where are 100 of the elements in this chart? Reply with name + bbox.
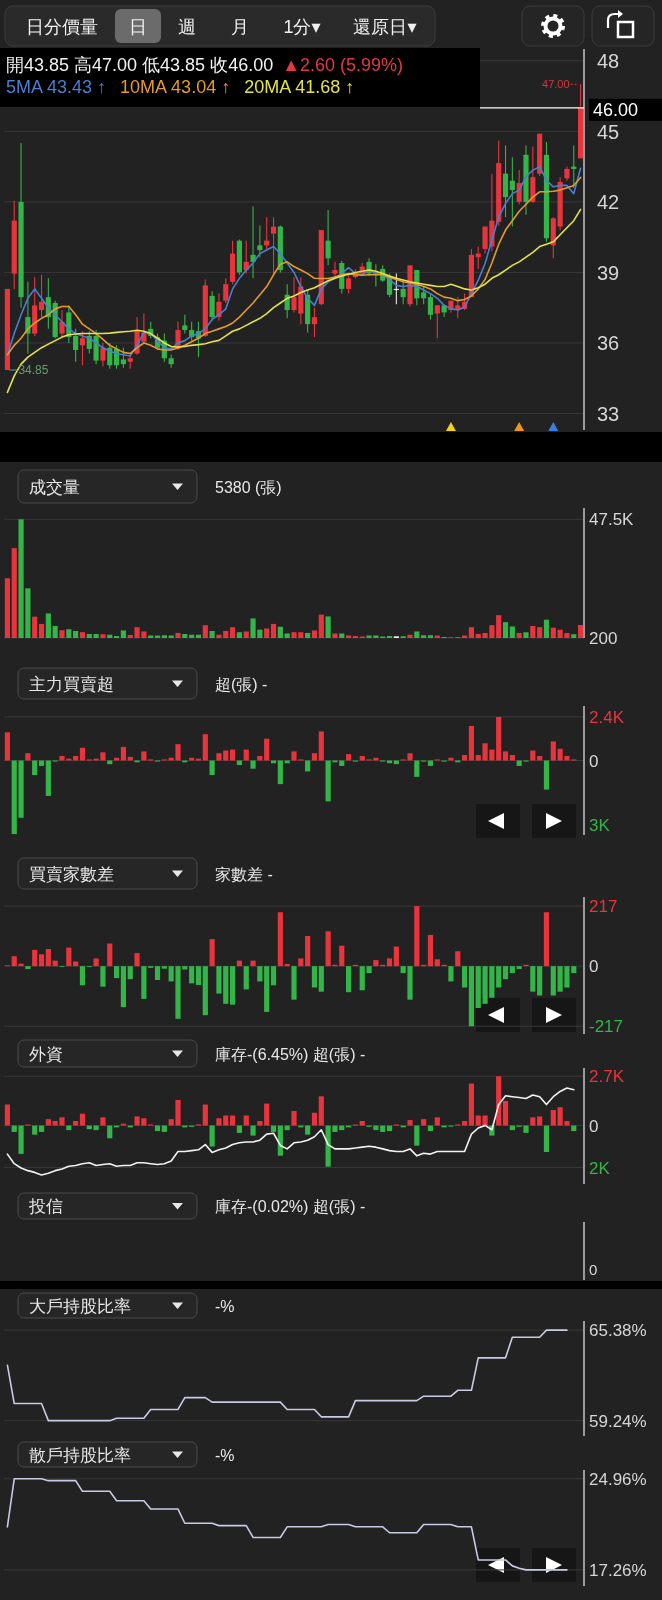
bar xyxy=(154,635,161,638)
bar xyxy=(243,966,249,990)
bar xyxy=(93,958,99,967)
bar xyxy=(209,1125,215,1147)
bar xyxy=(66,947,72,967)
bar xyxy=(318,966,324,992)
bar xyxy=(571,634,577,638)
bar xyxy=(79,1113,86,1126)
bar xyxy=(141,966,147,999)
bar xyxy=(537,966,543,996)
bar xyxy=(468,1083,474,1126)
y-tick-label: 33 xyxy=(597,402,620,425)
bar xyxy=(79,632,86,638)
chart-title: 買賣家數差 xyxy=(29,864,114,884)
bar xyxy=(359,1120,365,1126)
y-tick-label: 2K xyxy=(589,1158,611,1178)
bar xyxy=(195,966,202,986)
chart-subtitle: -% xyxy=(215,1297,235,1315)
bar xyxy=(543,1125,550,1153)
line-series xyxy=(6,208,582,394)
bar xyxy=(277,626,283,638)
bar xyxy=(230,966,236,1005)
bar xyxy=(45,949,51,967)
bar xyxy=(100,1117,106,1126)
y-tick-label: 0 xyxy=(589,957,599,977)
bar xyxy=(386,958,393,967)
bar xyxy=(230,627,236,638)
bar xyxy=(107,1125,113,1139)
bar xyxy=(305,1125,311,1135)
text: 投信 xyxy=(28,1197,63,1216)
bar xyxy=(427,635,434,638)
bar xyxy=(202,625,208,638)
bar xyxy=(284,963,290,967)
bar xyxy=(318,614,324,638)
legend: 5MA 43.43 ↑ 10MA 43.04 ↑ 20MA 41.68 ↑ xyxy=(6,77,355,97)
text: 庫存-(0.02%) 超(張) - xyxy=(215,1198,366,1215)
bar xyxy=(380,1125,386,1132)
bar xyxy=(250,1125,256,1136)
bar xyxy=(455,951,461,967)
bar xyxy=(264,628,270,638)
bar xyxy=(264,1103,270,1126)
bar xyxy=(502,966,509,980)
candlestick xyxy=(427,293,434,321)
candlestick xyxy=(325,209,331,266)
bar xyxy=(243,1115,249,1126)
bar xyxy=(107,943,113,967)
bar xyxy=(120,966,126,1008)
bar xyxy=(236,632,242,638)
bar xyxy=(468,627,474,638)
bar xyxy=(346,635,352,638)
bar xyxy=(236,1125,242,1133)
bar xyxy=(270,623,277,638)
bar xyxy=(407,1120,413,1126)
y-tick-label: 47.5K xyxy=(589,510,635,530)
bar xyxy=(243,631,249,638)
ref-line-label: 46.00 xyxy=(593,99,639,120)
bar xyxy=(250,960,256,967)
bar xyxy=(462,966,468,988)
y-tick-label: 2.7K xyxy=(589,1067,625,1087)
candlestick xyxy=(250,206,256,279)
chart-title: 外資 xyxy=(29,1044,63,1064)
bar xyxy=(516,632,522,638)
candlestick xyxy=(502,144,509,218)
bar xyxy=(230,1115,236,1126)
bar xyxy=(339,633,345,638)
bar xyxy=(168,635,174,638)
bar xyxy=(414,631,420,638)
bar xyxy=(537,1116,543,1126)
bar xyxy=(38,623,45,638)
y-tick-label: 42 xyxy=(597,191,620,214)
bar xyxy=(148,635,154,638)
bar xyxy=(4,732,10,761)
bar xyxy=(509,966,515,974)
bar xyxy=(530,966,536,992)
bar xyxy=(154,966,161,981)
candlestick xyxy=(216,293,222,322)
bar xyxy=(277,912,283,967)
chart-title: 成交量 xyxy=(29,477,80,497)
line-series xyxy=(6,1477,568,1571)
candlestick xyxy=(120,347,126,369)
bar xyxy=(332,633,338,638)
bar xyxy=(352,635,358,638)
bar xyxy=(516,966,522,969)
bar xyxy=(325,616,331,638)
y-tick-label: 217 xyxy=(589,897,618,917)
chart-title: 大戶持股比率 xyxy=(29,1296,131,1316)
y-tick-label: 36 xyxy=(597,332,620,355)
bar xyxy=(550,966,556,996)
bar xyxy=(175,632,181,638)
bar xyxy=(209,630,215,638)
bar xyxy=(550,1110,556,1126)
bar xyxy=(25,966,31,969)
bar xyxy=(32,616,38,638)
bar xyxy=(73,630,79,638)
candlestick xyxy=(100,342,106,368)
bar xyxy=(161,1125,167,1132)
bar xyxy=(59,630,65,638)
bar xyxy=(298,958,304,967)
bar xyxy=(114,635,120,638)
y-tick-label: 39 xyxy=(597,261,620,284)
